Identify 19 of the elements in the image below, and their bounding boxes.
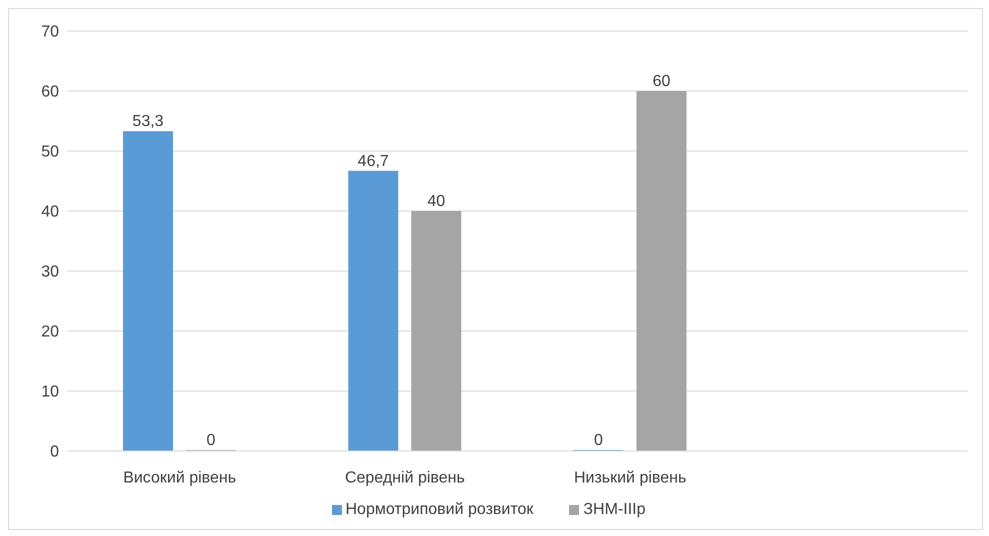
x-tick-label: Низький рівень — [574, 469, 686, 486]
y-tick-label: 70 — [41, 24, 60, 41]
x-tick-label: Середній рівень — [344, 469, 465, 486]
data-label: 0 — [594, 432, 604, 449]
data-label: 46,7 — [358, 152, 389, 170]
legend-label: ЗНМ-IIIр — [583, 501, 646, 519]
y-tick-label: 40 — [41, 204, 60, 221]
y-tick-label: 20 — [41, 324, 60, 341]
y-tick-label: 10 — [41, 384, 60, 401]
data-label: 60 — [652, 73, 670, 90]
x-tick-label: Високий рівень — [123, 469, 236, 486]
data-label: 40 — [427, 193, 446, 210]
data-label: 53,3 — [132, 113, 164, 130]
data-label: 0 — [206, 432, 216, 449]
y-tick-label: 30 — [41, 264, 60, 281]
y-tick-label: 50 — [41, 144, 60, 161]
y-tick-label: 0 — [50, 444, 60, 461]
legend-label: Нормотриповий розвиток — [346, 501, 534, 519]
y-tick-label: 60 — [41, 84, 60, 101]
